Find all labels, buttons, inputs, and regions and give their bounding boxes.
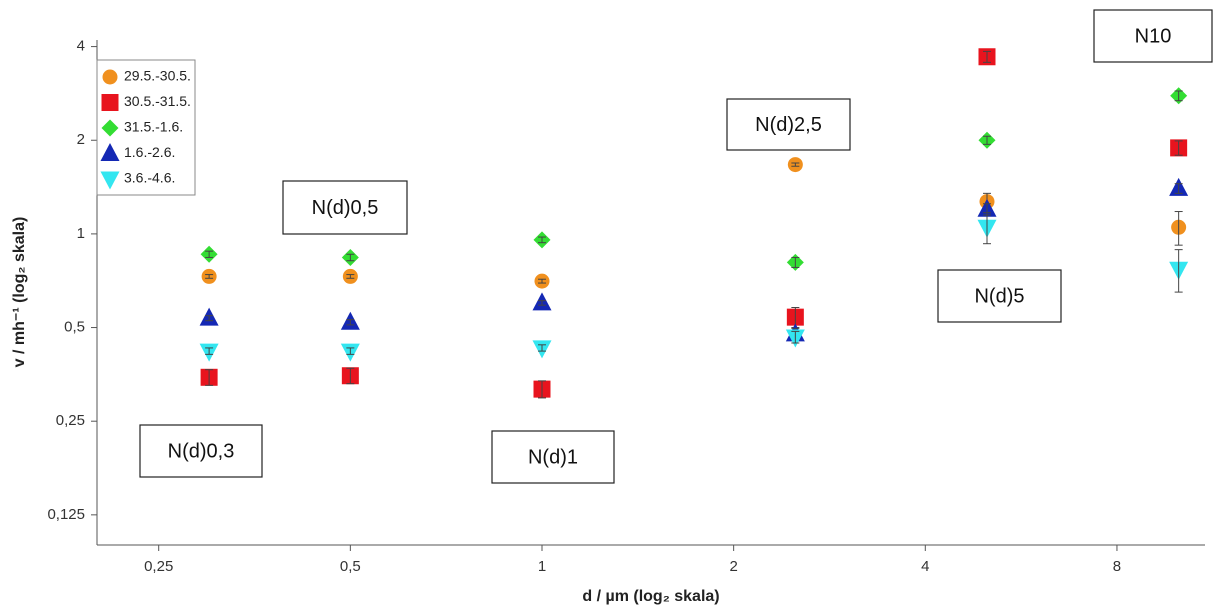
- annotation-box: [937, 269, 1062, 323]
- error-bar: [791, 162, 800, 167]
- error-bar: [205, 315, 214, 322]
- error-bar: [205, 250, 214, 258]
- error-bar: [537, 300, 546, 306]
- error-bar: [537, 380, 546, 399]
- error-bar: [791, 330, 800, 344]
- annotation: N(d)0,3: [168, 440, 235, 462]
- annotation-box: [282, 180, 408, 235]
- legend-label: 1.6.-2.6.: [124, 144, 175, 160]
- annotation-box: [1093, 9, 1213, 63]
- annotation-box: [726, 98, 851, 151]
- annotation: N(d)0,5: [312, 197, 379, 219]
- x-tick-label: 1: [538, 558, 546, 575]
- error-bar: [1174, 90, 1183, 102]
- y-tick-label: 1: [77, 225, 85, 242]
- x-tick-label: 4: [921, 558, 929, 575]
- annotation: N(d)1: [528, 446, 578, 468]
- annotation-box: [491, 430, 615, 484]
- x-axis-title: d / µm (log₂ skala): [582, 588, 719, 605]
- legend-label: 30.5.-31.5.: [124, 93, 191, 109]
- legend-marker: [100, 143, 120, 161]
- annotation: N(d)5: [974, 285, 1024, 307]
- x-tick-label: 8: [1113, 558, 1121, 575]
- error-bar: [1174, 183, 1183, 194]
- x-tick-label: 2: [729, 558, 737, 575]
- legend-marker: [101, 94, 119, 111]
- y-axis-title: v / mh⁻¹ (log₂ skala): [11, 217, 28, 368]
- legend-label: 29.5.-30.5.: [124, 68, 191, 84]
- error-bar: [205, 347, 214, 355]
- x-tick-label: 0,5: [340, 558, 361, 575]
- annotation: N10: [1135, 25, 1172, 47]
- error-bar: [1174, 249, 1183, 293]
- legend-label: 3.6.-4.6.: [124, 170, 175, 186]
- error-bar: [346, 347, 355, 355]
- error-bar: [205, 274, 214, 279]
- legend-label: 31.5.-1.6.: [124, 119, 183, 135]
- error-bar: [537, 236, 546, 244]
- legend-marker: [101, 119, 119, 137]
- legend-marker: [100, 171, 120, 190]
- error-bar: [537, 278, 546, 284]
- error-bar: [982, 135, 991, 145]
- error-bar: [1174, 211, 1183, 246]
- annotation-box: [139, 424, 263, 478]
- legend-marker: [102, 69, 118, 85]
- error-bar: [982, 50, 991, 63]
- y-tick-label: 0,125: [47, 506, 85, 523]
- error-bar: [346, 319, 355, 326]
- error-bar: [537, 344, 546, 352]
- annotation: N(d)2,5: [755, 114, 822, 136]
- error-bar: [1174, 140, 1183, 156]
- y-tick-label: 4: [77, 38, 85, 55]
- error-bar: [346, 367, 355, 385]
- error-bar: [791, 256, 800, 268]
- x-tick-label: 0,25: [144, 558, 173, 575]
- error-bar: [346, 253, 355, 262]
- y-tick-label: 0,25: [56, 412, 85, 429]
- y-tick-label: 2: [77, 131, 85, 148]
- error-bar: [982, 212, 991, 245]
- y-tick-label: 0,5: [64, 319, 85, 336]
- error-bar: [205, 369, 214, 386]
- error-bar: [346, 274, 355, 279]
